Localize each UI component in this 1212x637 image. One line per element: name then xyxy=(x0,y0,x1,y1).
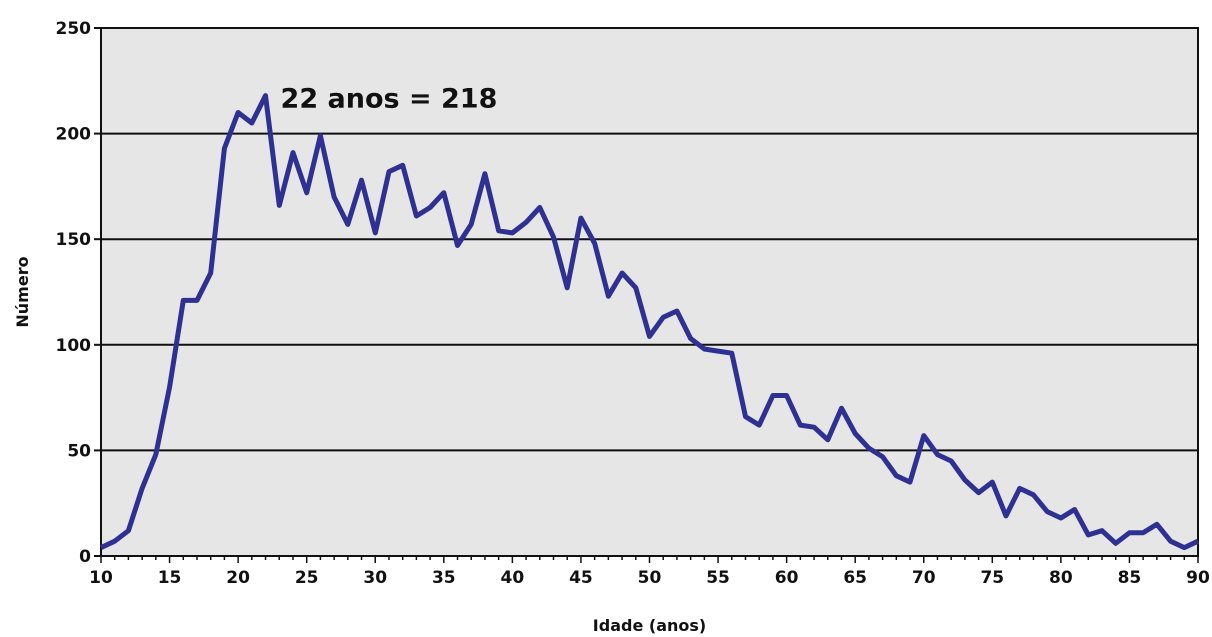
x-tick-label: 60 xyxy=(775,568,799,588)
x-tick-label: 15 xyxy=(158,568,182,588)
x-axis-title: Idade (anos) xyxy=(593,616,706,635)
y-tick-label: 200 xyxy=(56,125,92,145)
y-axis-title: Número xyxy=(13,256,32,327)
y-tick-label: 0 xyxy=(79,547,91,567)
series-line xyxy=(99,93,1200,551)
x-tick-label: 45 xyxy=(569,568,593,588)
peak-annotation: 22 anos = 218 xyxy=(281,84,498,115)
y-tick-label: 250 xyxy=(56,19,92,39)
y-tick-label: 50 xyxy=(67,441,91,461)
x-tick-label: 90 xyxy=(1186,568,1210,588)
x-tick-label: 30 xyxy=(363,568,387,588)
x-tick-label: 20 xyxy=(226,568,250,588)
x-tick-label: 10 xyxy=(89,568,113,588)
x-tick-label: 65 xyxy=(843,568,867,588)
y-tick-label: 100 xyxy=(56,336,92,356)
x-tick-label: 80 xyxy=(1049,568,1073,588)
x-tick-label: 25 xyxy=(295,568,319,588)
x-axis-ticks: 10 15 20 25 30 35 40 45 50 55 60 65 70 75 80 85 90 xyxy=(89,556,1210,588)
x-tick-label: 35 xyxy=(432,568,456,588)
x-tick-label: 85 xyxy=(1118,568,1142,588)
x-tick-label: 50 xyxy=(638,568,662,588)
y-tick-label: 150 xyxy=(56,230,92,250)
x-tick-label: 40 xyxy=(501,568,525,588)
plot-area xyxy=(100,27,1199,557)
gridlines xyxy=(101,132,1198,452)
x-tick-label: 70 xyxy=(912,568,936,588)
x-tick-label: 55 xyxy=(706,568,730,588)
x-tick-label: 75 xyxy=(980,568,1004,588)
y-axis-ticks: 0 50 100 150 200 250 xyxy=(56,19,101,567)
